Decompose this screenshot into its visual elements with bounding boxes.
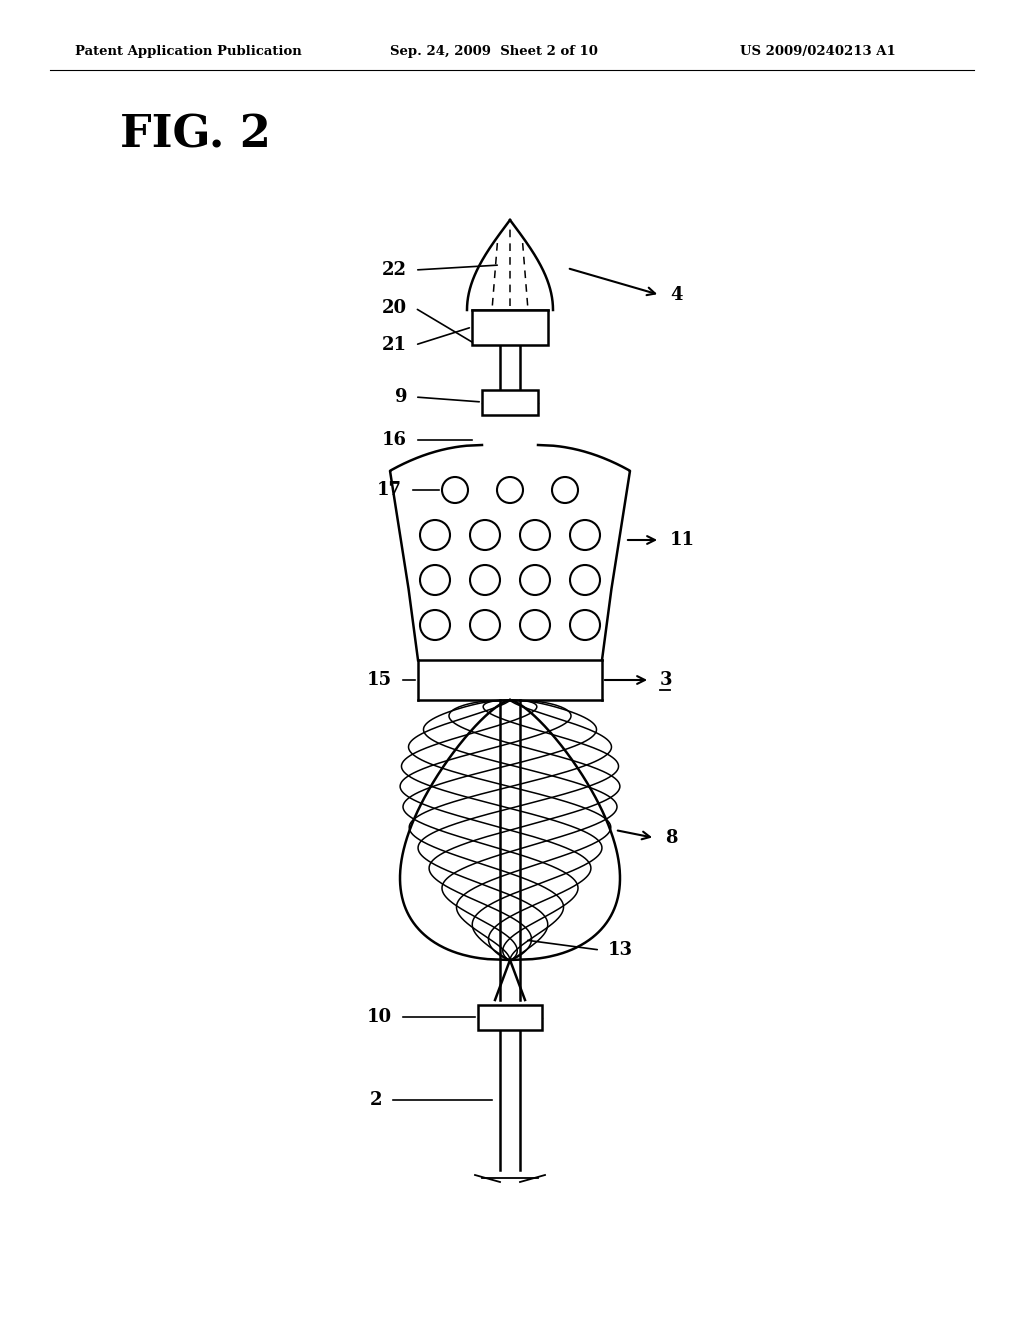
Circle shape: [470, 520, 500, 550]
Text: 20: 20: [382, 300, 407, 317]
Text: Patent Application Publication: Patent Application Publication: [75, 45, 302, 58]
Text: US 2009/0240213 A1: US 2009/0240213 A1: [740, 45, 896, 58]
Circle shape: [552, 477, 578, 503]
Text: FIG. 2: FIG. 2: [120, 114, 271, 157]
Circle shape: [470, 565, 500, 595]
Circle shape: [520, 610, 550, 640]
Text: 21: 21: [382, 337, 407, 354]
Text: 17: 17: [377, 480, 402, 499]
Circle shape: [420, 565, 450, 595]
Text: 2: 2: [370, 1092, 382, 1109]
Circle shape: [497, 477, 523, 503]
Text: 8: 8: [665, 829, 678, 847]
Text: 10: 10: [367, 1008, 392, 1026]
Circle shape: [520, 520, 550, 550]
Circle shape: [570, 565, 600, 595]
Circle shape: [442, 477, 468, 503]
Circle shape: [520, 565, 550, 595]
Text: 4: 4: [670, 286, 683, 304]
Text: 11: 11: [670, 531, 695, 549]
Text: 22: 22: [382, 261, 407, 279]
Circle shape: [420, 520, 450, 550]
Circle shape: [570, 610, 600, 640]
Text: Sep. 24, 2009  Sheet 2 of 10: Sep. 24, 2009 Sheet 2 of 10: [390, 45, 598, 58]
Bar: [478, 1005, 542, 1030]
Bar: [482, 389, 538, 414]
Circle shape: [570, 520, 600, 550]
Text: 15: 15: [367, 671, 392, 689]
Text: 3: 3: [660, 671, 673, 689]
Circle shape: [470, 610, 500, 640]
Text: 16: 16: [382, 432, 407, 449]
Circle shape: [420, 610, 450, 640]
Text: 9: 9: [394, 388, 407, 407]
Bar: [472, 310, 548, 345]
Text: 13: 13: [608, 941, 633, 960]
